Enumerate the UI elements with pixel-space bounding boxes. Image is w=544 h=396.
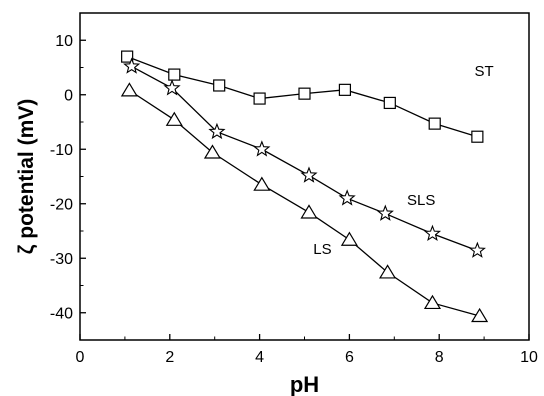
point-st-8 [471, 130, 484, 143]
point-ls-2 [203, 144, 222, 159]
point-sls-5 [338, 189, 356, 206]
series-label-sls: SLS [407, 192, 435, 209]
y-tick-label: 10 [55, 33, 73, 50]
y-tick-label: -40 [50, 305, 73, 322]
x-tick-label: 4 [255, 349, 264, 366]
x-tick-label: 8 [435, 349, 444, 366]
x-axis-title: pH [290, 372, 319, 396]
point-st-2 [213, 79, 226, 92]
point-sls-0 [123, 57, 141, 74]
point-ls-5 [340, 231, 358, 246]
point-sls-2 [208, 122, 226, 140]
y-axis-title: ζ potential (mV) [15, 99, 38, 255]
point-sls-7 [423, 224, 442, 242]
series-layer [120, 50, 489, 323]
point-st-0 [121, 50, 134, 63]
y-axis-ticks: 10 0 -10 -20 -30 -40 [50, 12, 86, 341]
y-tick-label: -20 [50, 196, 73, 213]
point-st-5 [338, 83, 352, 96]
point-ls-7 [423, 294, 442, 310]
point-sls-6 [376, 204, 394, 221]
point-st-7 [428, 117, 441, 130]
series-label-st: ST [475, 63, 494, 80]
series-ls [120, 82, 489, 323]
point-st-6 [383, 96, 396, 110]
series-st [121, 50, 484, 143]
y-tick-label: -10 [50, 142, 73, 159]
y-tick-label: 0 [64, 87, 73, 104]
point-ls-4 [300, 204, 318, 219]
point-ls-8 [471, 307, 489, 323]
x-tick-label: 10 [520, 349, 538, 366]
point-sls-1 [163, 79, 181, 96]
point-st-1 [168, 68, 181, 81]
point-ls-0 [120, 82, 138, 97]
point-st-3 [253, 92, 266, 105]
point-ls-6 [379, 264, 397, 279]
annotation-layer: ST SLS LS [313, 63, 493, 258]
point-ls-1 [165, 111, 183, 126]
point-sls-8 [468, 241, 486, 258]
plot-frame [79, 12, 530, 341]
x-tick-label: 2 [165, 349, 174, 366]
series-label-ls: LS [313, 241, 331, 258]
series-sls [123, 57, 486, 258]
point-st-4 [298, 87, 311, 100]
point-sls-4 [300, 166, 318, 183]
point-ls-3 [253, 176, 271, 191]
x-tick-label: 0 [76, 349, 85, 366]
x-axis-ticks: 0 2 4 6 8 10 [76, 334, 538, 366]
point-sls-3 [253, 140, 271, 157]
y-tick-label: -30 [50, 251, 73, 268]
x-tick-label: 6 [345, 349, 354, 366]
